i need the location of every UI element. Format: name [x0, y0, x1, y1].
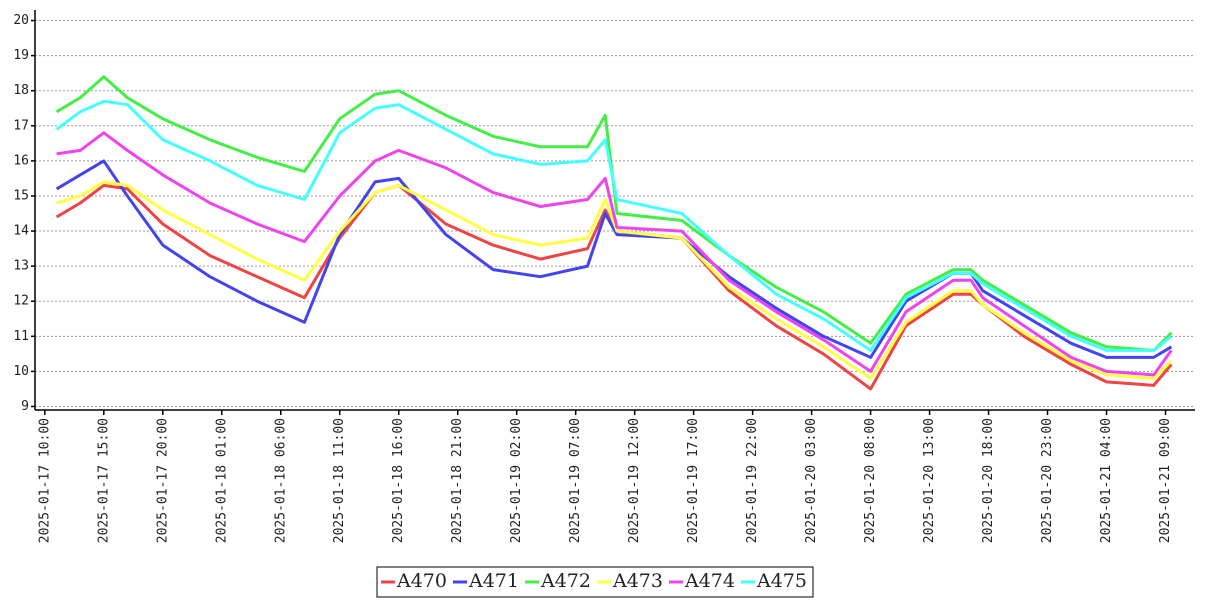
x-tick-label: 2025-01-18 21:00 [450, 418, 465, 543]
legend-label: A475 [756, 570, 807, 592]
x-tick-label: 2025-01-19 07:00 [568, 418, 583, 543]
legend: A470 A471 A472 A473 A474 A475 [376, 566, 814, 598]
series-line [55, 159, 1173, 359]
x-tick-label: 2025-01-17 15:00 [96, 418, 111, 543]
y-tick-label: 11 [13, 329, 29, 344]
x-tick-label: 2025-01-18 06:00 [273, 418, 288, 543]
x-tick-label: 2025-01-20 18:00 [981, 418, 996, 543]
x-tick-label: 2025-01-19 17:00 [686, 418, 701, 543]
x-tick-label: 2025-01-18 11:00 [332, 418, 347, 543]
legend-label: A473 [612, 570, 663, 592]
series-line [55, 99, 1173, 352]
series-line [55, 75, 1173, 352]
y-tick-label: 12 [13, 294, 29, 309]
x-tick-label: 2025-01-17 20:00 [155, 418, 170, 543]
y-tick-label: 10 [13, 364, 29, 379]
y-tick-label: 18 [13, 83, 29, 98]
y-tick-label: 15 [13, 188, 29, 203]
y-tick-label: 13 [13, 259, 29, 274]
y-tick-label: 20 [13, 13, 29, 28]
x-tick-label: 2025-01-19 22:00 [745, 418, 760, 543]
x-tick-label: 2025-01-18 16:00 [391, 418, 406, 543]
legend-label: A472 [540, 570, 591, 592]
legend-label: A471 [468, 570, 519, 592]
x-tick-label: 2025-01-19 02:00 [509, 418, 524, 543]
series-line [56, 131, 1173, 377]
y-tick-label: 16 [13, 153, 29, 168]
y-tick-label: 14 [13, 224, 29, 239]
y-tick-label: 19 [13, 48, 29, 63]
x-tick-label: 2025-01-20 03:00 [804, 418, 819, 543]
y-tick-label: 9 [21, 399, 29, 414]
x-tick-label: 2025-01-20 08:00 [863, 418, 878, 543]
x-tick-label: 2025-01-20 23:00 [1040, 418, 1055, 543]
legend-box [376, 566, 814, 598]
legend-label: A470 [396, 570, 447, 592]
x-tick-label: 2025-01-21 04:00 [1099, 418, 1114, 543]
x-tick-label: 2025-01-19 12:00 [627, 418, 642, 543]
x-tick-label: 2025-01-20 13:00 [922, 418, 937, 543]
x-tick-label: 2025-01-17 10:00 [37, 418, 52, 543]
legend-label: A474 [684, 570, 735, 592]
series-line [56, 180, 1173, 380]
x-tick-label: 2025-01-21 09:00 [1158, 418, 1173, 543]
x-tick-label: 2025-01-18 01:00 [214, 418, 229, 543]
y-tick-label: 17 [13, 118, 29, 133]
